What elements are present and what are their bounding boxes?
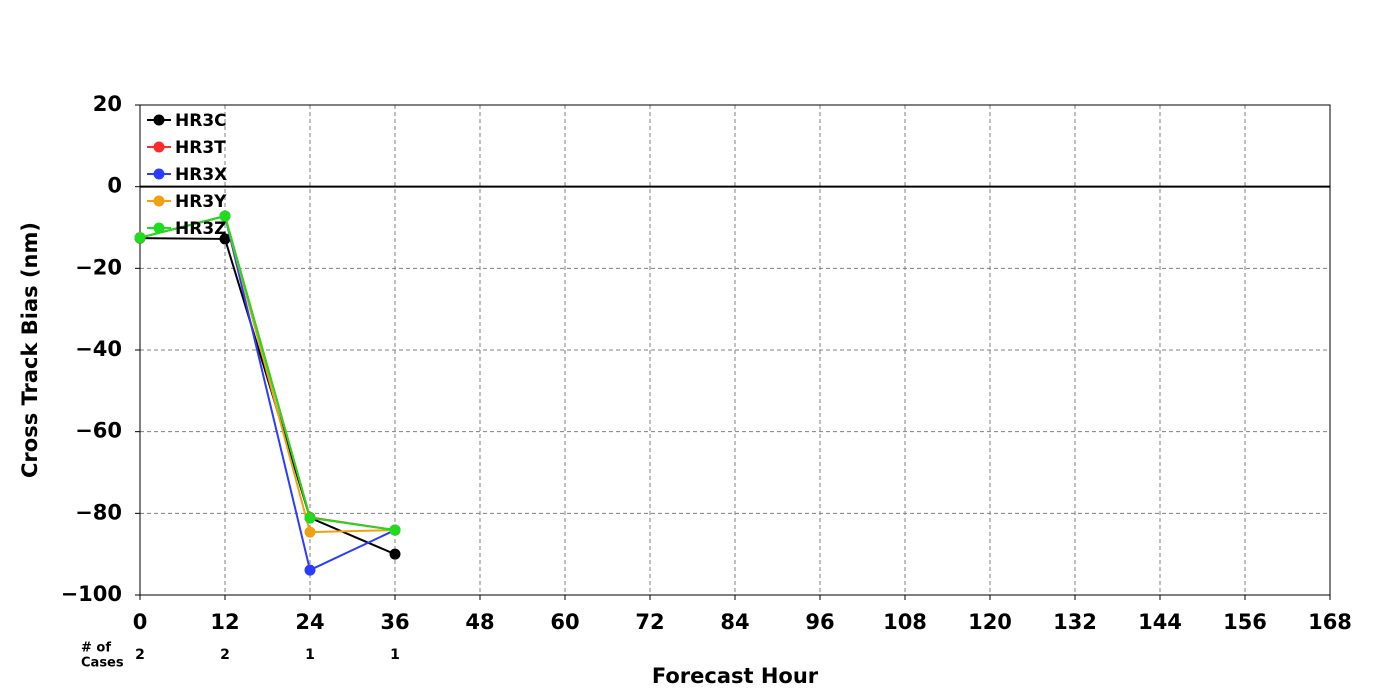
x-tick-label: 48 bbox=[465, 610, 494, 634]
x-tick-label: 108 bbox=[883, 610, 927, 634]
case-count: 2 bbox=[135, 647, 145, 663]
y-tick-label: −20 bbox=[75, 255, 122, 279]
legend-marker bbox=[153, 168, 165, 180]
point bbox=[219, 233, 231, 245]
point bbox=[304, 564, 316, 576]
point bbox=[134, 232, 146, 244]
y-tick-label: −100 bbox=[61, 582, 122, 606]
x-tick-label: 96 bbox=[805, 610, 834, 634]
plot-frame bbox=[139, 104, 1331, 596]
y-tick-label: −80 bbox=[75, 500, 122, 524]
y-axis-label: Cross Track Bias (nm) bbox=[18, 222, 42, 478]
legend-marker bbox=[153, 222, 165, 234]
legend-marker bbox=[153, 195, 165, 207]
y-tick-label: 20 bbox=[93, 92, 122, 116]
point bbox=[219, 210, 231, 222]
legend-label: HR3Z bbox=[175, 219, 226, 239]
series-line bbox=[139, 214, 396, 572]
point bbox=[389, 524, 401, 536]
point bbox=[389, 548, 401, 560]
cases-label: Cases bbox=[81, 656, 124, 671]
point bbox=[304, 512, 316, 524]
x-axis-label: Forecast Hour bbox=[652, 664, 819, 688]
x-tick-label: 0 bbox=[133, 610, 148, 634]
x-tick-label: 60 bbox=[550, 610, 579, 634]
x-tick-label: 156 bbox=[1223, 610, 1267, 634]
x-tick-label: 72 bbox=[635, 610, 664, 634]
x-tick-label: 168 bbox=[1308, 610, 1352, 634]
x-tick-label: 84 bbox=[720, 610, 749, 634]
x-tick-label: 120 bbox=[968, 610, 1012, 634]
case-count: 2 bbox=[220, 647, 230, 663]
legend-label: HR3T bbox=[175, 138, 226, 158]
x-tick-label: 36 bbox=[380, 610, 409, 634]
series-line bbox=[139, 214, 396, 534]
y-tick-label: 0 bbox=[107, 174, 122, 198]
cases-label: # of bbox=[81, 641, 111, 656]
legend-marker bbox=[153, 114, 165, 126]
x-tick-label: 12 bbox=[210, 610, 239, 634]
series-line bbox=[139, 214, 396, 532]
x-tick-label: 144 bbox=[1138, 610, 1182, 634]
y-tick-label: −40 bbox=[75, 337, 122, 361]
legend-label: HR3C bbox=[175, 111, 227, 131]
legend-label: HR3X bbox=[175, 165, 227, 185]
case-count: 1 bbox=[305, 647, 315, 663]
series-line bbox=[139, 237, 396, 556]
point bbox=[304, 526, 316, 538]
x-tick-label: 24 bbox=[295, 610, 324, 634]
legend-marker bbox=[153, 141, 165, 153]
case-count: 1 bbox=[390, 647, 400, 663]
y-tick-label: −60 bbox=[75, 419, 122, 443]
x-tick-label: 132 bbox=[1053, 610, 1097, 634]
legend-label: HR3Y bbox=[175, 192, 227, 212]
